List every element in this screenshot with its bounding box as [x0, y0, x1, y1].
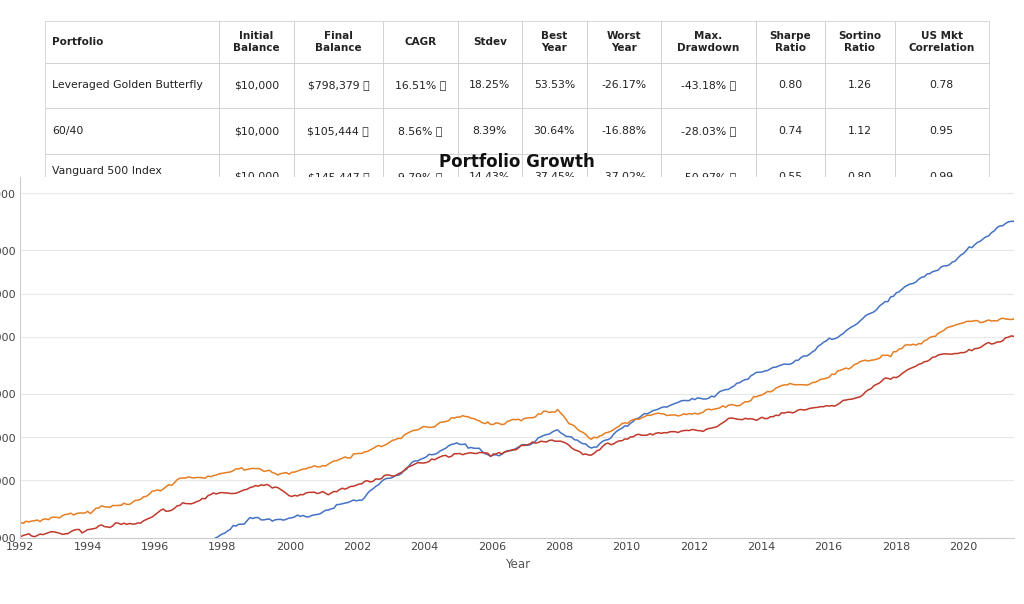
60/40	[588, 450, 600, 457]
Vanguard 500 Index Investor	[647, 411, 659, 418]
60/40	[14, 533, 27, 541]
Vanguard 500 Index Investor	[625, 417, 637, 425]
Line: Vanguard 500 Index Investor: Vanguard 500 Index Investor	[20, 312, 1024, 523]
Leveraged Golden Butterfly	[1022, 204, 1024, 211]
Vanguard 500 Index Investor	[1022, 310, 1024, 317]
Leveraged Golden Butterfly	[588, 443, 600, 451]
Leveraged Golden Butterfly	[622, 423, 634, 430]
Vanguard 500 Index Investor	[901, 341, 913, 349]
60/40	[644, 430, 656, 437]
X-axis label: Year: Year	[505, 558, 529, 571]
Vanguard 500 Index Investor	[591, 434, 603, 442]
Title: Portfolio Growth: Portfolio Growth	[439, 153, 595, 171]
60/40	[898, 368, 910, 375]
Vanguard 500 Index Investor	[14, 519, 27, 526]
Line: Leveraged Golden Butterfly: Leveraged Golden Butterfly	[20, 207, 1024, 604]
Vanguard 500 Index Investor	[205, 473, 217, 480]
Leveraged Golden Butterfly	[202, 536, 214, 543]
60/40	[42, 529, 54, 536]
Line: 60/40: 60/40	[20, 333, 1024, 537]
60/40	[1022, 330, 1024, 337]
Legend: Leveraged Golden Butterfly, 60/40, Vanguard 500 Index Investor: Leveraged Golden Butterfly, 60/40, Vangu…	[258, 603, 776, 604]
Vanguard 500 Index Investor	[1019, 309, 1024, 316]
60/40	[622, 435, 634, 443]
Leveraged Golden Butterfly	[898, 283, 910, 291]
Leveraged Golden Butterfly	[644, 409, 656, 416]
Vanguard 500 Index Investor	[45, 514, 57, 521]
Vanguard 500 Index Investor	[17, 519, 30, 527]
60/40	[1019, 330, 1024, 337]
60/40	[202, 492, 214, 500]
